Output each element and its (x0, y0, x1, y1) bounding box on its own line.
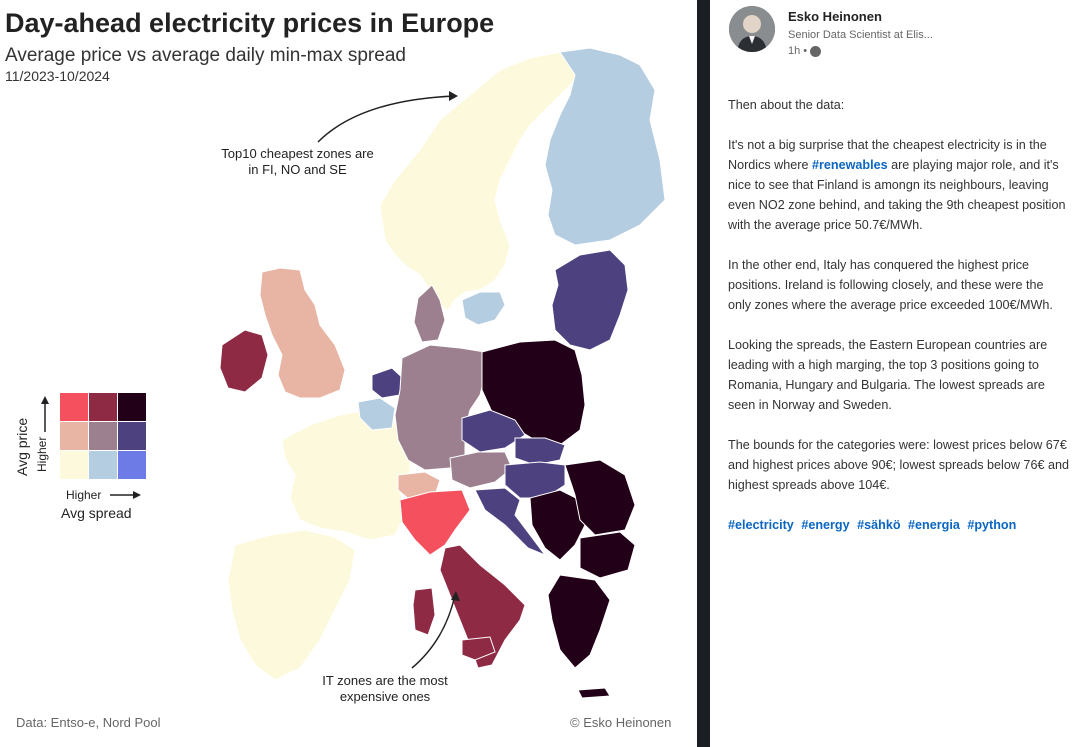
zone-crete (577, 687, 611, 699)
avatar[interactable] (729, 6, 775, 52)
zone-great-britain (259, 267, 346, 399)
hashtag-link[interactable]: #energy (801, 518, 850, 532)
zone-greece (547, 574, 611, 669)
zone-baltics (551, 249, 629, 351)
post-paragraph: In the other end, Italy has conquered th… (728, 258, 1053, 312)
zone-germany (394, 344, 486, 471)
annotation-arrow-top (317, 95, 456, 143)
legend-y-higher: Higher (35, 436, 49, 472)
author-title: Senior Data Scientist at Elis... (788, 29, 933, 41)
annotation-arrowhead-bottom (451, 591, 460, 601)
author-name[interactable]: Esko Heinonen (788, 9, 882, 24)
annotation-arrow-bottom (411, 594, 456, 669)
figure-period: 11/2023-10/2024 (5, 68, 110, 84)
post-paragraph-text: are playing major role, and it's nice to… (728, 158, 1066, 232)
post-meta: 1h • (788, 45, 822, 57)
zone-italy-north (399, 489, 471, 556)
annotation-top: Top10 cheapest zones are in FI, NO and S… (221, 146, 374, 177)
legend-x-label: Avg spread (61, 505, 132, 521)
globe-icon (810, 45, 822, 57)
zone-denmark (413, 284, 446, 343)
legend-cell-2-0 (60, 451, 88, 479)
legend-arrowhead-right (133, 491, 141, 499)
hashtag-link[interactable]: #python (967, 518, 1017, 532)
figure-title: Day-ahead electricity prices in Europe (5, 8, 495, 38)
zone-norway-sweden (379, 51, 581, 311)
zone-serbia (529, 489, 586, 561)
post-paragraph: Looking the spreads, the Eastern Europea… (728, 338, 1048, 412)
legend-cell-0-1 (89, 393, 117, 421)
zone-croatia (474, 487, 547, 557)
post-paragraph: Then about the data: (728, 98, 845, 112)
figure-copyright: © Esko Heinonen (570, 715, 672, 730)
map-figure: Day-ahead electricity prices in Europe A… (5, 8, 672, 730)
figure-subtitle: Average price vs average daily min-max s… (5, 45, 406, 66)
zone-finland (544, 47, 666, 246)
hashtag-link[interactable]: #renewables (812, 158, 888, 172)
hashtag-list: #electricity #energy #sähkö #energia #py… (728, 515, 1070, 535)
zone-ireland (219, 329, 269, 393)
hashtag-link[interactable]: #electricity (728, 518, 794, 532)
figure-source: Data: Entso-e, Nord Pool (16, 715, 161, 730)
zone-austria (449, 451, 513, 489)
post-panel: Esko Heinonen Senior Data Scientist at E… (710, 0, 1074, 747)
legend-cell-1-2 (118, 422, 146, 450)
avatar-person-icon (729, 6, 775, 52)
legend-cell-1-0 (60, 422, 88, 450)
zone-se4 (461, 291, 506, 326)
legend-cell-1-1 (89, 422, 117, 450)
zone-sardinia (412, 587, 436, 636)
legend-cell-2-2 (118, 451, 146, 479)
zone-iberia (227, 529, 356, 681)
zone-slovakia (514, 437, 566, 466)
panel-divider (697, 0, 710, 747)
post-time: 1h • (788, 45, 808, 57)
legend-cell-2-1 (89, 451, 117, 479)
annotation-arrowhead-top (449, 91, 458, 101)
bivariate-legend (60, 393, 146, 479)
legend-cell-0-2 (118, 393, 146, 421)
legend-arrowhead-up (41, 396, 49, 404)
post-paragraph: The bounds for the categories were: lowe… (728, 438, 1069, 492)
post-body: Then about the data: It's not a big surp… (728, 95, 1070, 555)
post-paragraph-text: It's not a big surprise that the cheapes… (728, 138, 1047, 172)
europe-map (41, 47, 666, 699)
hashtag-link[interactable]: #energia (908, 518, 960, 532)
zone-bulgaria (579, 531, 636, 579)
post-paragraph: It's not a big surprise that the cheapes… (728, 135, 1070, 235)
legend-cell-0-0 (60, 393, 88, 421)
zone-romania (564, 459, 636, 536)
annotation-bottom: IT zones are the most expensive ones (322, 673, 448, 704)
zone-sicily (461, 636, 496, 661)
legend-x-higher: Higher (66, 488, 102, 502)
hashtag-link[interactable]: #sähkö (857, 518, 901, 532)
zone-france (281, 409, 411, 541)
legend-y-label: Avg price (14, 417, 30, 476)
zone-belgium (357, 397, 396, 431)
